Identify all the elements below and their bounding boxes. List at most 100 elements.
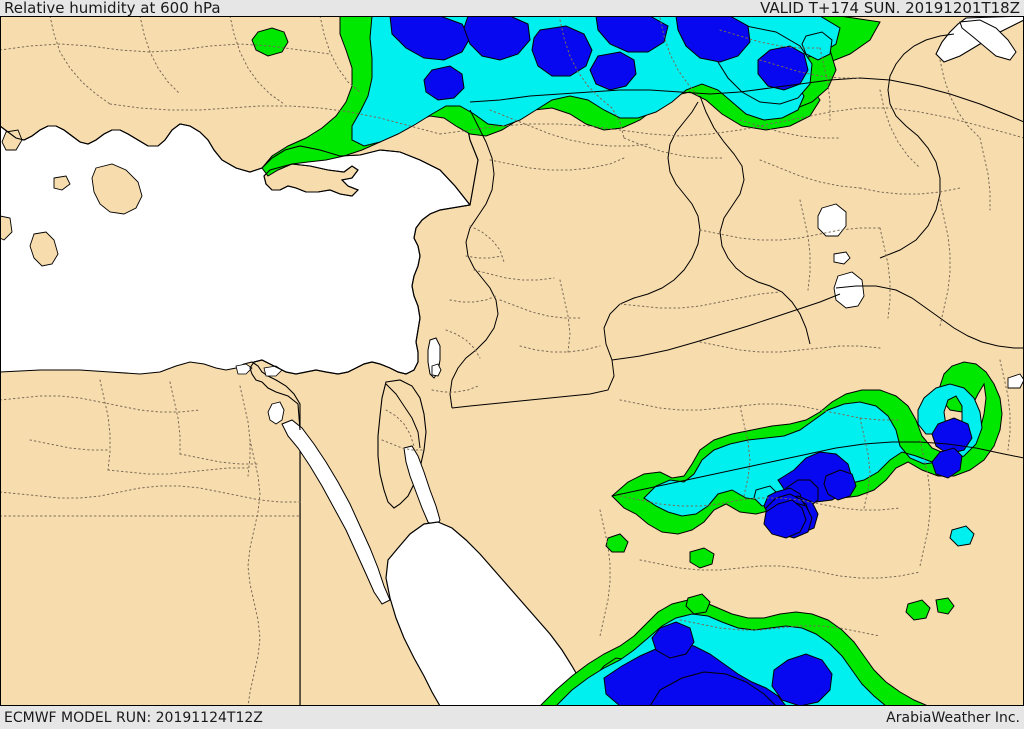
admin-syria-2 [559, 19, 625, 139]
brand-label: ArabiaWeather Inc. [886, 709, 1020, 726]
admin-turkey-4 [229, 16, 285, 105]
coast-levant [249, 204, 471, 431]
admin-jordan-2 [499, 299, 581, 319]
humidity-blue-layer [389, 16, 973, 706]
border-arabia-southeast [611, 441, 1024, 497]
humidity-blue-north-2 [463, 16, 531, 61]
admin-saudi-9 [619, 495, 901, 511]
humidity-blue-arabia-core-2 [823, 469, 857, 501]
humidity-cyan-iraq-islet [801, 31, 833, 61]
humidity-cyan-islet-2 [949, 525, 975, 547]
admin-levant-2 [465, 255, 503, 259]
coast-turkey-south [0, 123, 471, 206]
admin-saudi-6 [619, 399, 901, 421]
admin-iraq-8 [859, 187, 961, 195]
coastline-layer [0, 123, 471, 431]
humidity-blue-south-2 [649, 671, 777, 706]
admin-saudi-5 [699, 341, 881, 353]
admin-egypt-1 [0, 395, 201, 413]
admin-turkey-7 [439, 107, 1024, 139]
admin-saudi-4 [879, 227, 891, 319]
admin-saudi-7 [739, 405, 751, 497]
water-lake-a [817, 203, 847, 237]
admin-iraq-7 [939, 59, 981, 139]
border-egypt-sudan [385, 383, 421, 449]
valid-time-label: VALID T+174 SUN. 20191201T18Z [760, 0, 1020, 17]
model-run-label: ECMWF MODEL RUN: 20191124T12Z [4, 709, 263, 726]
humidity-blue-gulf-cell-1 [931, 417, 973, 455]
land-island-small-3 [53, 175, 71, 191]
water-nile-lagoon-2 [235, 363, 253, 375]
admin-egypt-3 [169, 381, 181, 455]
admin-turkey-3 [139, 16, 181, 95]
border-jordan-saudi [451, 101, 701, 409]
admin-syria-1 [489, 109, 651, 147]
water-lake-nasser [267, 401, 285, 425]
humidity-green-islet-4 [689, 547, 715, 569]
water-sea-of-galilee [431, 363, 442, 377]
admin-syria-4 [623, 137, 725, 159]
coast-cyprus-outline [263, 163, 359, 197]
humidity-blue-north-3 [595, 16, 669, 53]
admin-syria-5 [489, 157, 625, 171]
admin-saudi-15 [939, 199, 951, 327]
land-aegean-islands [91, 163, 143, 215]
humidity-blue-gulf-cell-2 [931, 447, 963, 479]
water-red-sea [385, 521, 591, 706]
admin-iraq-2 [759, 59, 861, 79]
humidity-blue-north-6 [589, 51, 637, 91]
border-saudi-iraq-arrow [611, 293, 841, 361]
admin-egypt-4 [239, 385, 251, 477]
admin-turkey-1 [0, 43, 331, 55]
admin-iraq-4 [739, 119, 841, 139]
admin-egypt-7 [0, 485, 301, 503]
admin-levant-4 [445, 329, 481, 359]
land-egypt-north-coast [0, 361, 301, 706]
admin-iraq-3 [819, 47, 831, 121]
land-island-small-2 [0, 215, 13, 241]
water-layer [235, 16, 1024, 706]
border-gulf-line [879, 33, 955, 259]
admin-sinai-1 [385, 409, 415, 447]
admin-saudi-10 [639, 559, 921, 579]
humidity-blue-north-1 [389, 16, 471, 61]
land-island-small-1 [1, 129, 23, 151]
border-turkey-syria [469, 77, 1024, 123]
border-arabia-ne [835, 285, 1024, 349]
admin-levant-1 [469, 225, 505, 263]
admin-jordan-3 [519, 345, 601, 353]
admin-syria-3 [659, 17, 699, 97]
admin-egypt-8 [179, 453, 261, 465]
internal-border-layer [0, 16, 1024, 706]
humidity-blue-south-4 [771, 653, 833, 706]
humidity-green-islet-1 [685, 593, 711, 615]
admin-levant-5 [431, 385, 479, 393]
header-bar: Relative humidity at 600 hPa VALID T+174… [0, 0, 1024, 16]
humidity-green-islet-5 [605, 533, 629, 553]
admin-jordan-1 [473, 269, 555, 281]
admin-saudi-13 [599, 509, 611, 637]
humidity-blue-south-3 [651, 621, 695, 659]
admin-egypt-nile [247, 439, 261, 706]
national-border-layer [385, 33, 1024, 497]
admin-egypt-2 [99, 379, 111, 471]
admin-egypt-5 [107, 467, 249, 475]
admin-iraq-1 [719, 29, 821, 49]
admin-saudi-1 [699, 227, 881, 241]
border-syria-iraq [699, 95, 811, 345]
admin-saudi-3 [799, 199, 811, 291]
admin-egypt-6 [29, 439, 111, 451]
water-lake-d [1007, 373, 1024, 389]
water-lake-b [833, 251, 851, 265]
humidity-blue-north-7 [423, 65, 465, 101]
humidity-blue-left-blob [763, 499, 807, 539]
admin-saudi-11 [919, 439, 931, 567]
admin-saudi-14 [999, 359, 1011, 451]
admin-levant-3 [449, 295, 497, 303]
admin-saudi-12 [679, 619, 881, 637]
admin-saudi-8 [859, 417, 871, 509]
humidity-blue-north-4 [675, 16, 751, 63]
admin-iraq-9 [979, 137, 991, 211]
